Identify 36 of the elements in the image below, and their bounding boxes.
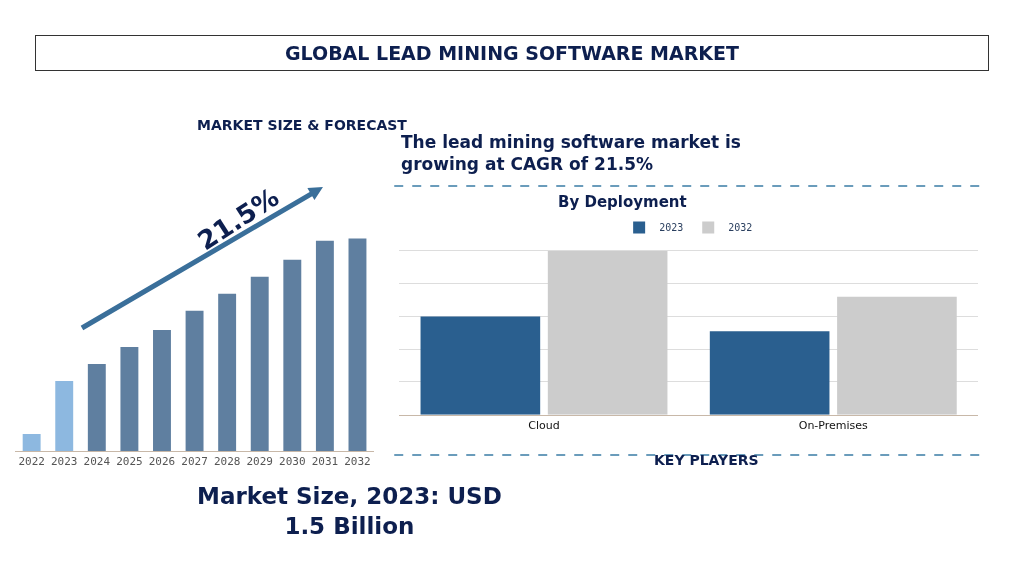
bar [22, 434, 41, 452]
bar [120, 346, 139, 452]
bar [153, 329, 171, 452]
bar [55, 380, 74, 452]
legend-label: 2023 [659, 222, 684, 234]
x-tick-label: Cloud [528, 418, 560, 432]
x-tick-label: 2028 [213, 455, 241, 469]
bar [87, 363, 106, 452]
legend-label: 2032 [728, 222, 753, 234]
bar [315, 240, 334, 452]
x-tick-label: 2025 [116, 455, 143, 469]
bar [218, 293, 237, 452]
text: Market Size, 2023: USD 1.5 Billion [197, 483, 502, 539]
x-tick-label: 2022 [18, 455, 45, 469]
bar [348, 238, 367, 452]
bar [185, 310, 204, 452]
bar [283, 259, 302, 452]
text: KEY PLAYERS [654, 452, 759, 468]
bar [547, 250, 668, 415]
bar [420, 316, 541, 415]
text: GLOBAL LEAD MINING SOFTWARE MARKET [284, 42, 740, 64]
x-tick-label: 2030 [279, 455, 306, 469]
bar [250, 276, 269, 452]
x-tick-label: 2026 [148, 455, 176, 469]
x-tick-label: 2031 [311, 455, 339, 469]
chart-title: MARKET SIZE & FORECAST [197, 117, 408, 133]
x-tick-label: 2024 [83, 455, 111, 469]
bar [709, 331, 830, 415]
x-tick-label: 2023 [50, 455, 78, 469]
text: The lead mining software market is growing at CAGR of 21.5% [401, 132, 741, 175]
chart-title: By Deployment [558, 193, 687, 211]
x-tick-label: On-Premises [798, 418, 869, 432]
x-tick-label: 2029 [246, 455, 273, 469]
x-tick-label: 2032 [344, 455, 371, 469]
bar [837, 296, 957, 415]
x-tick-label: 2027 [181, 455, 208, 469]
